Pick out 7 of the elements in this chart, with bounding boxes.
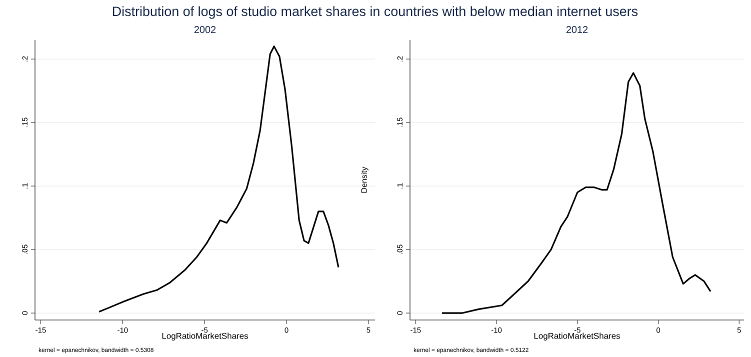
line-series xyxy=(441,72,712,314)
chart-title: Distribution of logs of studio market shares in countries with below median internet users xyxy=(112,6,638,19)
chart-subtitle: 2002 xyxy=(194,26,216,34)
line-series xyxy=(98,46,340,313)
x-axis-title: LogRatioMarketShares xyxy=(534,332,620,341)
chart-subtitle: 2012 xyxy=(566,26,588,34)
x-axis-title: LogRatioMarketShares xyxy=(162,332,248,341)
